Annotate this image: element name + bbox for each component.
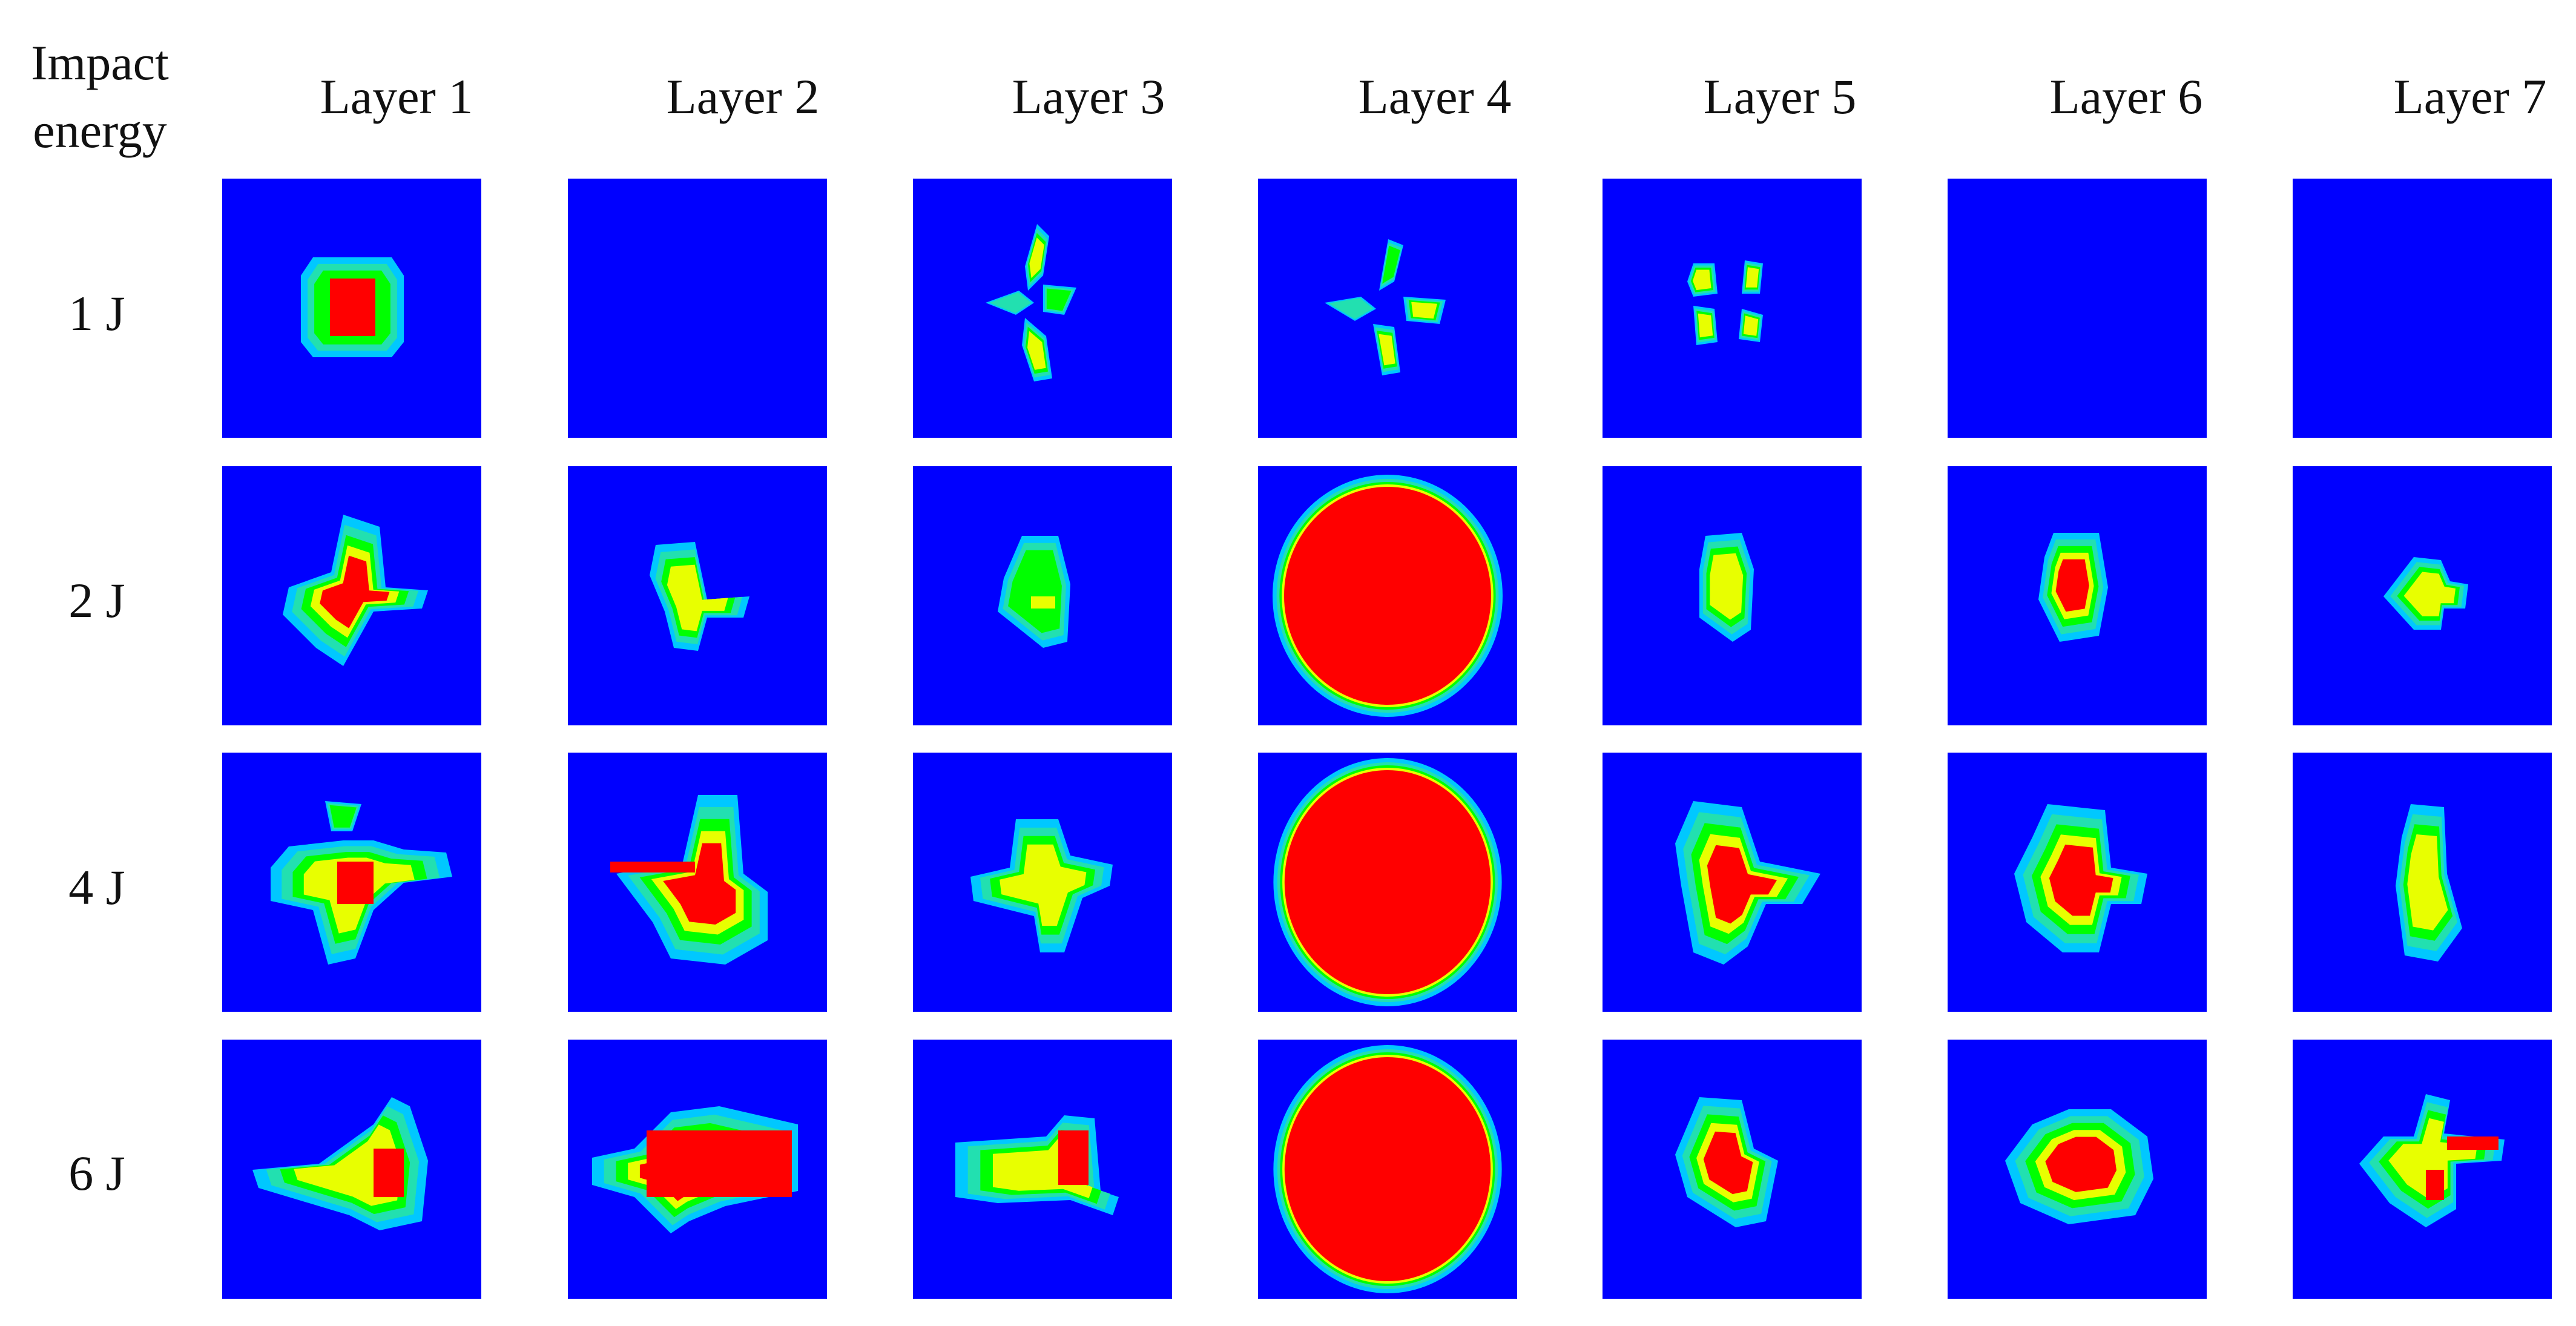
damage-contour-shape [1675, 801, 1820, 965]
damage-contour-shape [1948, 179, 2207, 438]
damage-contour-shape [1675, 1097, 1778, 1227]
damage-contour-shape [2005, 1109, 2153, 1224]
damage-map-2j-layer-6 [1948, 466, 2207, 725]
damage-contour-shape [2396, 804, 2462, 962]
damage-map-2j-layer-2 [568, 466, 827, 725]
damage-map-1j-layer-4 [1258, 179, 1517, 438]
layer-3-header: Layer 3 [1012, 69, 1165, 124]
damage-contour-shape [1273, 758, 1502, 1006]
damage-contour-shape [2293, 179, 2552, 438]
damage-contour-shape [1699, 533, 1754, 642]
damage-map-1j-layer-2 [568, 179, 827, 438]
damage-map-1j-layer-3 [913, 179, 1172, 438]
layer-2-header: Layer 2 [666, 69, 820, 124]
damage-map-4j-layer-6 [1948, 753, 2207, 1012]
damage-map-6j-layer-6 [1948, 1040, 2207, 1299]
damage-map-1j-layer-7 [2293, 179, 2552, 438]
damage-contour-shape [1273, 475, 1503, 717]
damage-map-6j-layer-3 [913, 1040, 1172, 1299]
damage-map-6j-layer-7 [2293, 1040, 2552, 1299]
damage-contour-shape [2359, 1094, 2505, 1227]
damage-map-6j-layer-5 [1603, 1040, 1862, 1299]
damage-map-4j-layer-2 [568, 753, 827, 1012]
damage-contour-shape [568, 179, 827, 438]
damage-contour-shape [650, 542, 749, 651]
damage-map-1j-layer-6 [1948, 179, 2207, 438]
damage-contour-shape [271, 801, 452, 965]
row-label-2j: 2 J [68, 573, 125, 628]
damage-map-2j-layer-5 [1603, 466, 1862, 725]
row-label-4j: 4 J [68, 860, 125, 915]
damage-map-6j-layer-2 [568, 1040, 827, 1299]
damage-map-4j-layer-1 [222, 753, 481, 1012]
damage-map-4j-layer-7 [2293, 753, 2552, 1012]
row-label-1j: 1 J [68, 286, 125, 341]
damage-contour-shape [1325, 239, 1446, 375]
damage-contour-shape [301, 257, 404, 357]
damage-contour-shape [283, 515, 428, 666]
damage-map-2j-layer-4 [1258, 466, 1517, 725]
damage-map-1j-layer-1 [222, 179, 481, 438]
damage-map-4j-layer-5 [1603, 753, 1862, 1012]
damage-contour-shape [2038, 533, 2108, 642]
layer-6-header: Layer 6 [2049, 69, 2203, 124]
damage-contour-shape [1687, 260, 1763, 345]
damage-contour-shape [1273, 1045, 1502, 1293]
layer-7-header: Layer 7 [2393, 69, 2547, 124]
damage-contour-shape [955, 1115, 1119, 1215]
damage-contour-shape [986, 224, 1076, 381]
damage-map-1j-layer-5 [1603, 179, 1862, 438]
damage-map-4j-layer-3 [913, 753, 1172, 1012]
damage-map-2j-layer-3 [913, 466, 1172, 725]
damage-contour-shape [970, 819, 1113, 952]
damage-contour-shape [610, 795, 768, 965]
row-label-6j: 6 J [68, 1146, 125, 1201]
damage-map-4j-layer-4 [1258, 753, 1517, 1012]
layer-5-header: Layer 5 [1703, 69, 1857, 124]
damage-map-6j-layer-1 [222, 1040, 481, 1299]
damage-map-6j-layer-4 [1258, 1040, 1517, 1299]
damage-map-2j-layer-1 [222, 466, 481, 725]
damage-contour-shape [2383, 557, 2468, 630]
damage-contour-shape [592, 1106, 798, 1233]
layer-1-header: Layer 1 [320, 69, 473, 124]
impact-energy-header: Impact energy [31, 35, 169, 158]
damage-contour-shape [998, 536, 1070, 648]
damage-map-2j-layer-7 [2293, 466, 2552, 725]
damage-contour-shape [252, 1097, 428, 1230]
layer-4-header: Layer 4 [1358, 69, 1512, 124]
damage-contour-shape [2014, 804, 2147, 952]
